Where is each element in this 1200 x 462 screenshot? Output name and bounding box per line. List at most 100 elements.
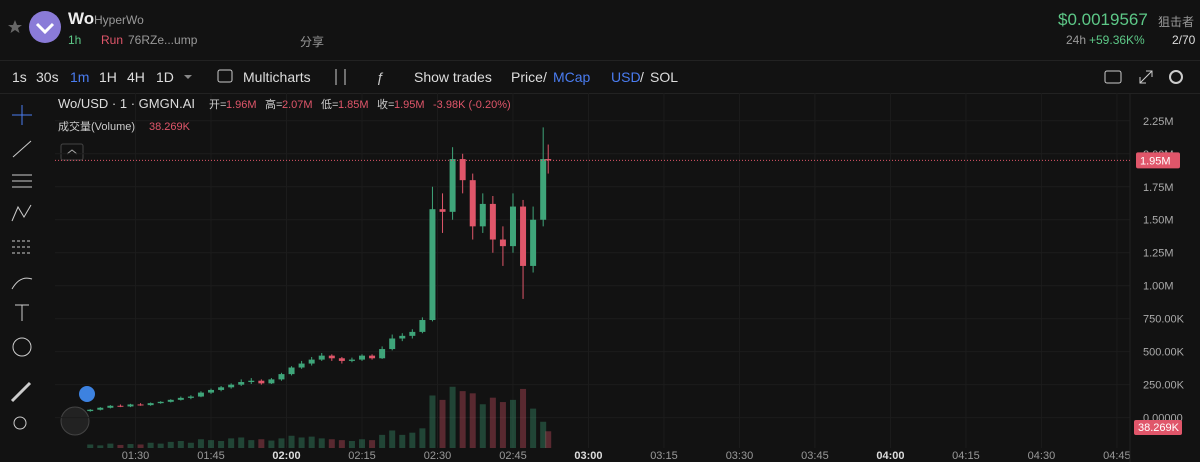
candle-body xyxy=(530,219,537,266)
token-age: 1h xyxy=(68,33,82,47)
collapse-button[interactable] xyxy=(60,143,84,161)
crosshair-tool[interactable] xyxy=(12,105,32,125)
candle-body xyxy=(127,404,134,407)
volume-bar xyxy=(268,440,275,448)
dropdown-icon[interactable] xyxy=(184,75,192,79)
fx-icon[interactable]: ƒ xyxy=(376,69,384,85)
volume-bar xyxy=(97,445,104,448)
interval-button[interactable]: 4H xyxy=(127,69,145,85)
candle-body xyxy=(298,363,305,368)
mcap-toggle[interactable]: MCap xyxy=(553,69,591,85)
candle-icon[interactable] xyxy=(335,69,346,85)
volume-bar xyxy=(298,437,305,448)
ohlc-value: 1.95M xyxy=(394,99,425,111)
ohlc-label: 高= xyxy=(265,97,282,111)
token-price: $0.0019567 xyxy=(1058,10,1148,29)
candle-body xyxy=(449,159,456,212)
volume-bar xyxy=(328,439,335,448)
x-tick-label: 04:00 xyxy=(876,450,904,462)
usd-toggle[interactable]: USD xyxy=(611,69,641,85)
volume-bar xyxy=(107,443,114,448)
marker-badge[interactable] xyxy=(79,386,95,402)
candle-body xyxy=(258,380,265,384)
interval-button[interactable]: 30s xyxy=(36,69,59,85)
y-tick-label: 1.00M xyxy=(1143,281,1174,293)
volume-bar xyxy=(545,431,552,448)
volume-bar xyxy=(419,428,426,448)
candle-body xyxy=(399,335,406,339)
candle-body xyxy=(419,320,426,332)
candle-body xyxy=(499,239,506,247)
collapse-icon[interactable] xyxy=(66,149,78,155)
interval-button[interactable]: 1s xyxy=(12,69,27,85)
interval-button[interactable]: 1m xyxy=(70,69,90,85)
share-button[interactable]: 分享 xyxy=(300,35,325,49)
volume-bar xyxy=(379,434,386,448)
volume-bar xyxy=(429,395,436,448)
volume-bar xyxy=(228,438,235,448)
interval-button[interactable]: 1D xyxy=(156,69,174,85)
token-status: Run xyxy=(101,33,124,47)
line-tool[interactable] xyxy=(12,140,32,158)
volume-bar xyxy=(459,391,466,448)
volume-bar xyxy=(318,438,325,448)
chart-title: Wo/USD · 1 · GMGN.AI xyxy=(58,96,195,111)
current-price-box xyxy=(1136,152,1180,169)
candle-body xyxy=(268,379,275,384)
candle-body xyxy=(308,359,315,364)
fullscreen-icon[interactable] xyxy=(1139,70,1153,84)
volume-bar xyxy=(208,440,215,448)
volume-bar xyxy=(288,435,295,448)
sol-toggle[interactable]: SOL xyxy=(650,69,679,85)
camera-icon[interactable] xyxy=(1104,70,1122,84)
candle-body xyxy=(509,206,516,247)
token-avatar xyxy=(29,11,61,43)
candle-body xyxy=(469,180,476,227)
x-tick-label: 02:30 xyxy=(424,450,452,462)
volume-bar xyxy=(479,404,486,448)
holders-count: 2/70 xyxy=(1172,33,1196,47)
volume-bar xyxy=(509,399,516,448)
volume-bar xyxy=(530,408,537,448)
candle-body xyxy=(429,209,436,321)
volume-bar xyxy=(369,440,376,448)
token-name: Wo xyxy=(68,9,95,28)
ruler-tool[interactable] xyxy=(10,381,32,403)
y-tick-label: 500.00K xyxy=(1143,347,1185,359)
interval-button[interactable]: 1H xyxy=(99,69,117,85)
volume-bar xyxy=(147,442,154,448)
ohlc-value: 2.07M xyxy=(282,99,313,111)
multicharts-button[interactable]: Multicharts xyxy=(243,69,311,85)
candle-body xyxy=(489,203,496,240)
fib-tool[interactable] xyxy=(12,240,32,254)
candle-body xyxy=(318,355,325,360)
volume-bar xyxy=(399,434,406,448)
x-tick-label: 02:00 xyxy=(272,450,300,462)
multicharts-icon[interactable] xyxy=(217,69,233,83)
x-tick-label: 04:15 xyxy=(952,450,980,462)
star-icon[interactable] xyxy=(8,20,22,33)
token-address[interactable]: 76RZe...ump xyxy=(128,33,198,47)
x-tick-label: 03:45 xyxy=(801,450,829,462)
channel-tool[interactable] xyxy=(12,174,32,188)
show-trades-button[interactable]: Show trades xyxy=(414,69,492,85)
y-tick-label: 1.25M xyxy=(1143,248,1174,260)
volume-bar xyxy=(469,393,476,448)
settings-icon[interactable] xyxy=(1169,70,1183,84)
price-toggle[interactable]: Price xyxy=(511,69,543,85)
emoji-tool[interactable] xyxy=(12,337,32,357)
x-tick-label: 03:00 xyxy=(574,450,602,462)
volume-bar xyxy=(258,439,265,448)
brush-tool[interactable] xyxy=(11,277,33,290)
candle-body xyxy=(228,384,235,388)
candle-body xyxy=(117,405,124,407)
volume-bar xyxy=(540,421,547,448)
volume-bar xyxy=(389,430,396,448)
pattern-tool[interactable] xyxy=(11,204,32,222)
volume-bar xyxy=(218,441,225,448)
zoom-tool[interactable] xyxy=(13,416,27,430)
volume-bar xyxy=(358,439,365,448)
text-tool[interactable] xyxy=(15,304,29,321)
